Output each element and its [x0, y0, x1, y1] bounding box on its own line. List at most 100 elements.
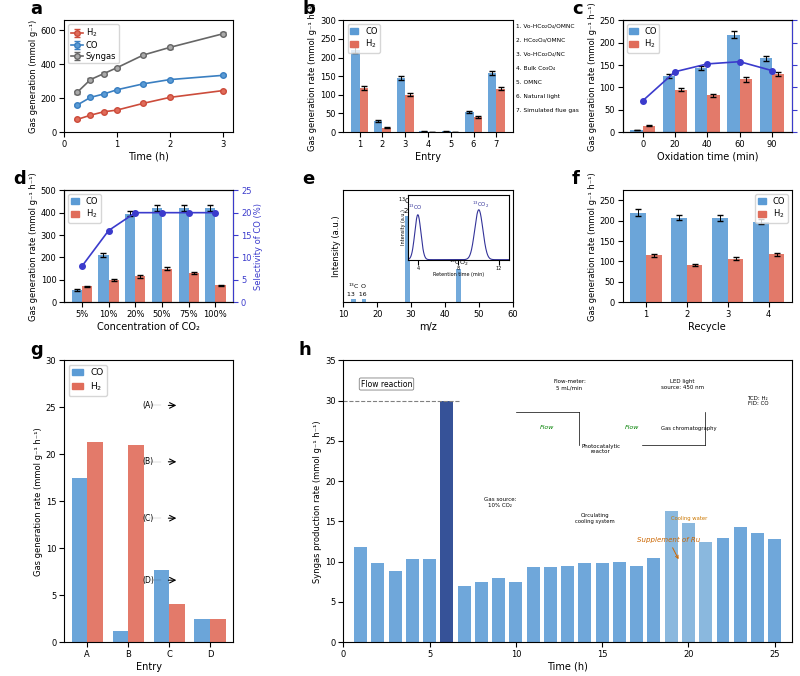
- Bar: [751, 533, 764, 642]
- Bar: [760, 58, 772, 132]
- Bar: [727, 34, 740, 132]
- X-axis label: Time (h): Time (h): [128, 151, 169, 162]
- Bar: [406, 95, 414, 132]
- Bar: [405, 216, 410, 302]
- Text: g: g: [30, 341, 43, 359]
- Bar: [125, 214, 135, 302]
- Bar: [740, 79, 752, 132]
- Bar: [152, 208, 162, 302]
- Bar: [374, 121, 382, 132]
- Bar: [189, 273, 199, 302]
- Bar: [728, 259, 743, 302]
- Bar: [82, 287, 92, 302]
- Bar: [613, 562, 626, 642]
- Bar: [647, 558, 661, 642]
- Y-axis label: Syngas production rate (mmol g⁻¹ h⁻¹): Syngas production rate (mmol g⁻¹ h⁻¹): [314, 420, 322, 583]
- Y-axis label: Gas generation rate (mmol g⁻¹ h⁻¹): Gas generation rate (mmol g⁻¹ h⁻¹): [34, 427, 43, 576]
- Bar: [734, 527, 746, 642]
- Bar: [699, 541, 712, 642]
- Y-axis label: Gas generation rate (mmol g⁻¹ h⁻¹): Gas generation rate (mmol g⁻¹ h⁻¹): [587, 2, 597, 151]
- Text: 3. Vo-HCo₂O₄/NC: 3. Vo-HCo₂O₄/NC: [516, 51, 565, 57]
- Bar: [397, 78, 406, 132]
- Bar: [154, 570, 169, 642]
- Text: $^{13}$CO
29: $^{13}$CO 29: [398, 196, 417, 214]
- Legend: CO, H$_2$: CO, H$_2$: [755, 195, 788, 222]
- X-axis label: Concentration of CO₂: Concentration of CO₂: [98, 322, 200, 331]
- Bar: [351, 299, 355, 302]
- Text: a: a: [30, 0, 42, 18]
- Text: 4. Bulk Co₃O₄: 4. Bulk Co₃O₄: [516, 66, 555, 70]
- Text: 1. Vo-HCo₂O₄/OMNC: 1. Vo-HCo₂O₄/OMNC: [516, 24, 574, 28]
- Bar: [113, 631, 128, 642]
- Bar: [772, 74, 784, 132]
- Bar: [169, 604, 185, 642]
- Bar: [135, 276, 146, 302]
- Text: (A): (A): [142, 401, 153, 410]
- Y-axis label: Gas generation rate (mmol g⁻¹ h⁻¹): Gas generation rate (mmol g⁻¹ h⁻¹): [308, 2, 317, 151]
- Bar: [496, 89, 505, 132]
- X-axis label: Recycle: Recycle: [689, 322, 726, 331]
- Bar: [406, 559, 419, 642]
- Bar: [98, 255, 109, 302]
- Bar: [630, 566, 643, 642]
- Bar: [682, 523, 695, 642]
- Bar: [717, 537, 730, 642]
- Legend: CO, H$_2$: CO, H$_2$: [347, 24, 380, 53]
- Bar: [475, 582, 488, 642]
- Text: $^{13}$CO$_2$: $^{13}$CO$_2$: [449, 258, 468, 268]
- Bar: [662, 76, 675, 132]
- Text: b: b: [302, 0, 315, 18]
- Bar: [194, 619, 210, 642]
- Bar: [665, 511, 678, 642]
- Bar: [441, 401, 454, 642]
- Text: (C): (C): [142, 514, 153, 523]
- Bar: [456, 270, 461, 302]
- Bar: [360, 88, 368, 132]
- Y-axis label: Selectivity of CO (%): Selectivity of CO (%): [254, 203, 263, 290]
- Bar: [206, 208, 215, 302]
- Text: Flow reaction: Flow reaction: [361, 379, 412, 389]
- Bar: [544, 567, 557, 642]
- Text: h: h: [298, 341, 311, 359]
- Bar: [371, 563, 384, 642]
- Bar: [465, 112, 474, 132]
- Bar: [630, 213, 646, 302]
- Text: c: c: [572, 0, 582, 18]
- X-axis label: m/z: m/z: [419, 322, 437, 331]
- Bar: [87, 442, 103, 642]
- Bar: [362, 299, 366, 302]
- Bar: [382, 128, 391, 132]
- Bar: [707, 95, 720, 132]
- Bar: [351, 50, 360, 132]
- Bar: [596, 563, 609, 642]
- Y-axis label: Intensity (a.u.): Intensity (a.u.): [331, 216, 341, 277]
- Legend: CO, H$_2$: CO, H$_2$: [69, 365, 107, 396]
- Bar: [419, 131, 428, 132]
- Text: 5. OMNC: 5. OMNC: [516, 80, 542, 84]
- Y-axis label: Gas generation (mmol g⁻¹): Gas generation (mmol g⁻¹): [29, 20, 38, 132]
- Bar: [162, 268, 172, 302]
- Bar: [389, 571, 402, 642]
- Legend: H$_2$, CO, Syngas: H$_2$, CO, Syngas: [68, 24, 118, 64]
- Bar: [768, 539, 782, 642]
- Text: 2. HCo₂O₄/OMNC: 2. HCo₂O₄/OMNC: [516, 38, 566, 43]
- Bar: [215, 285, 226, 302]
- Text: 7. Simulated flue gas: 7. Simulated flue gas: [516, 107, 579, 112]
- Bar: [72, 290, 82, 302]
- Bar: [562, 566, 574, 642]
- X-axis label: Entry: Entry: [136, 662, 162, 672]
- Bar: [671, 218, 687, 302]
- Bar: [675, 90, 687, 132]
- Text: d: d: [14, 170, 26, 187]
- Bar: [510, 582, 522, 642]
- Bar: [210, 619, 226, 642]
- Bar: [72, 478, 87, 642]
- Y-axis label: Gas generation rate (mmol g⁻¹ h⁻¹): Gas generation rate (mmol g⁻¹ h⁻¹): [29, 172, 38, 320]
- Text: $^{13}$C O
13  16: $^{13}$C O 13 16: [347, 282, 366, 297]
- Bar: [423, 559, 436, 642]
- Bar: [178, 208, 189, 302]
- Bar: [578, 563, 591, 642]
- Legend: CO, H$_2$: CO, H$_2$: [68, 195, 101, 222]
- Bar: [109, 280, 118, 302]
- Bar: [646, 256, 662, 302]
